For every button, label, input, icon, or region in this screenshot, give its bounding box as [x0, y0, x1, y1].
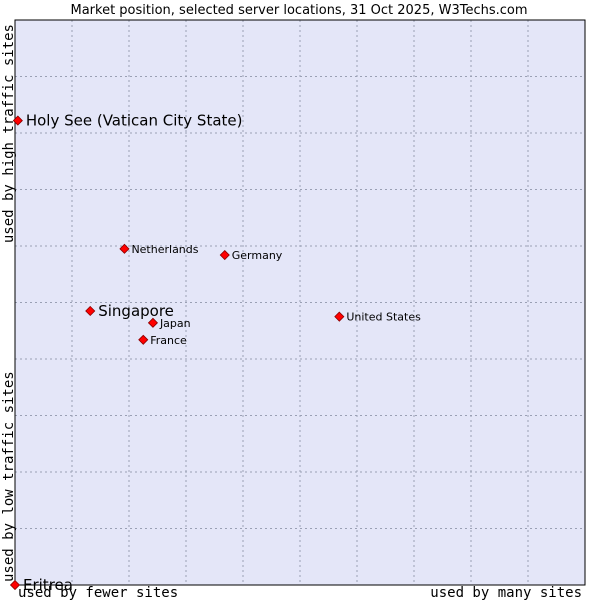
point-marker-netherlands — [119, 243, 130, 254]
grid-lines — [15, 20, 585, 585]
point-label-holy-see-vatican-city-state: Holy See (Vatican City State) — [26, 112, 243, 130]
point-label-united-states: United States — [346, 311, 421, 324]
point-marker-holy-see-vatican-city-state — [12, 115, 23, 126]
point-marker-france — [138, 334, 149, 345]
chart-title: Market position, selected server locatio… — [70, 3, 527, 18]
y-axis-label-low: used by low traffic sites — [1, 371, 17, 582]
point-marker-singapore — [85, 305, 96, 317]
point-label-japan: Japan — [159, 317, 191, 330]
point-label-germany: Germany — [232, 249, 283, 262]
x-axis-label-left: used by fewer sites — [18, 585, 178, 600]
point-marker-germany — [219, 249, 230, 261]
point-label-eritrea: Eritrea — [23, 576, 73, 594]
point-marker-united-states — [334, 311, 345, 322]
point-marker-japan — [147, 317, 159, 328]
plot-border — [14, 19, 586, 586]
point-label-singapore: Singapore — [98, 302, 174, 320]
y-axis-label-high: used by high traffic sites — [1, 24, 17, 243]
x-axis-label-right: used by many sites — [430, 585, 582, 600]
point-label-netherlands: Netherlands — [131, 243, 198, 256]
data-points: Holy See (Vatican City State) Netherlands… — [9, 112, 421, 594]
point-marker-eritrea — [9, 579, 21, 591]
point-label-france: France — [150, 334, 187, 347]
